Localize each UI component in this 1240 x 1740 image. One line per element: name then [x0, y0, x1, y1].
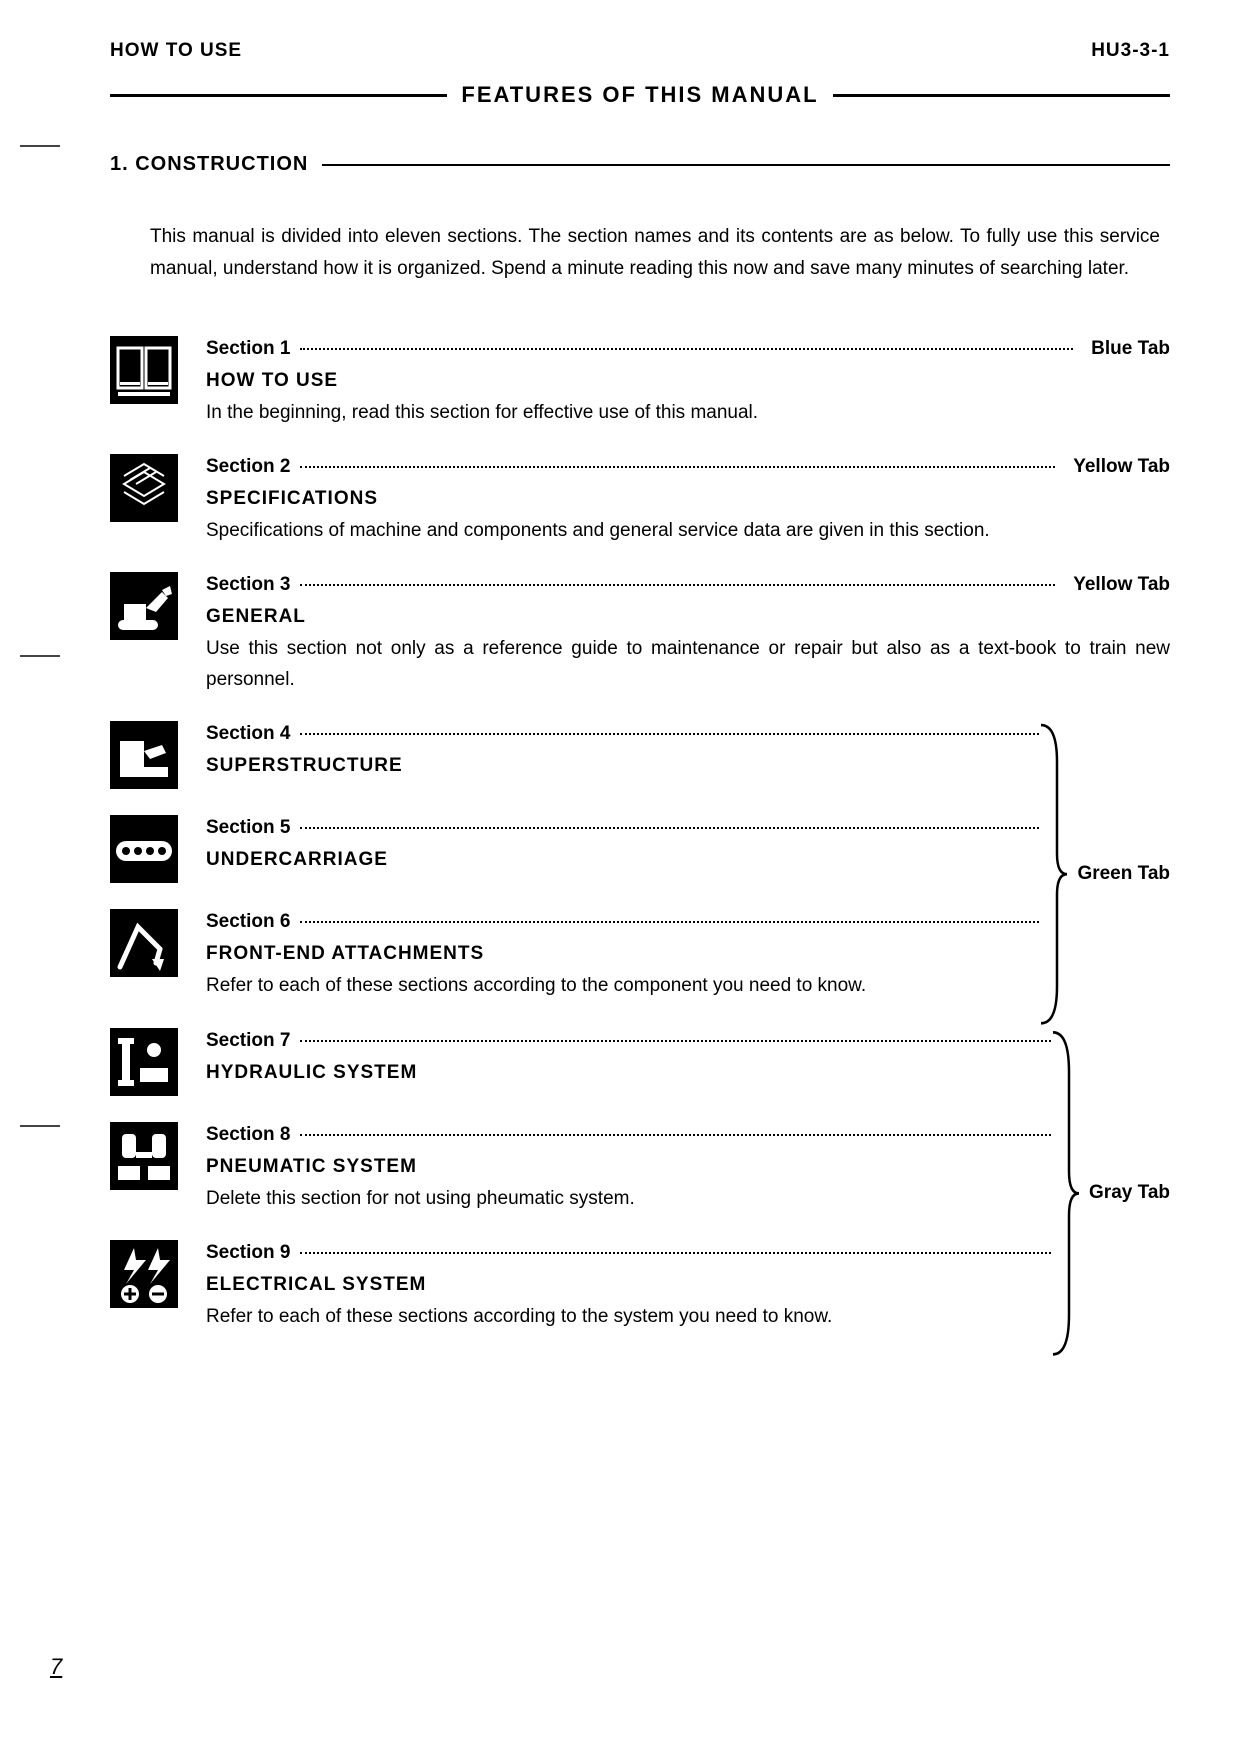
section-title: SUPERSTRUCTURE: [206, 755, 1039, 777]
section-row: Section 4 SUPERSTRUCTURE: [110, 721, 1039, 789]
tab-label: Yellow Tab: [1065, 456, 1170, 478]
page-header: HOW TO USE HU3-3-1: [110, 40, 1170, 62]
section-row: Section 2 Yellow Tab SPECIFICATIONS Spec…: [110, 454, 1170, 546]
section-label: Section 2: [206, 456, 290, 478]
section-desc: Use this section not only as a reference…: [206, 634, 1170, 695]
gray-tab-group: Section 7 HYDRAULIC SYSTEM Section 8 PNE…: [110, 1028, 1170, 1359]
section-row: Section 1 Blue Tab HOW TO USE In the beg…: [110, 336, 1170, 428]
section-title: ELECTRICAL SYSTEM: [206, 1274, 1051, 1296]
electrical-icon: [110, 1240, 178, 1308]
stack-icon: [110, 454, 178, 522]
section-row: Section 7 HYDRAULIC SYSTEM: [110, 1028, 1051, 1096]
section-label: Section 9: [206, 1242, 290, 1264]
section-title: HYDRAULIC SYSTEM: [206, 1062, 1051, 1084]
tab-label: Green Tab: [1077, 863, 1170, 885]
section-title: HOW TO USE: [206, 370, 1170, 392]
arm-icon: [110, 909, 178, 977]
section-title: FRONT-END ATTACHMENTS: [206, 943, 1039, 965]
section-title: GENERAL: [206, 606, 1170, 628]
cab-icon: [110, 721, 178, 789]
tab-label: Gray Tab: [1089, 1182, 1170, 1204]
excavator-icon: [110, 572, 178, 640]
book-icon: [110, 336, 178, 404]
section-label: Section 3: [206, 574, 290, 596]
tab-label: Yellow Tab: [1065, 574, 1170, 596]
section-row: Section 3 Yellow Tab GENERAL Use this se…: [110, 572, 1170, 695]
page-title-rule: FEATURES OF THIS MANUAL: [110, 82, 1170, 108]
section-row: Section 5 UNDERCARRIAGE: [110, 815, 1039, 883]
page-number: 7: [50, 1654, 62, 1680]
construction-heading-rule: 1. CONSTRUCTION: [110, 153, 1170, 176]
section-desc: Delete this section for not using pheuma…: [206, 1184, 1051, 1214]
section-label: Section 1: [206, 338, 290, 360]
section-title: SPECIFICATIONS: [206, 488, 1170, 510]
brace-icon: [1039, 721, 1069, 1027]
construction-heading: 1. CONSTRUCTION: [110, 153, 322, 176]
green-tab-group: Section 4 SUPERSTRUCTURE Section 5 UNDER…: [110, 721, 1170, 1027]
header-left: HOW TO USE: [110, 40, 242, 62]
track-icon: [110, 815, 178, 883]
section-row: Section 6 FRONT-END ATTACHMENTS Refer to…: [110, 909, 1039, 1001]
intro-paragraph: This manual is divided into eleven secti…: [150, 221, 1160, 286]
section-label: Section 8: [206, 1124, 290, 1146]
tab-label: Blue Tab: [1083, 338, 1170, 360]
hydraulic-icon: [110, 1028, 178, 1096]
brace-icon: [1051, 1028, 1081, 1359]
section-desc: Specifications of machine and components…: [206, 516, 1170, 546]
section-title: UNDERCARRIAGE: [206, 849, 1039, 871]
section-row: Section 9 ELECTRICAL SYSTEM Refer to eac…: [110, 1240, 1051, 1332]
section-desc: In the beginning, read this section for …: [206, 398, 1170, 428]
section-desc: Refer to each of these sections accordin…: [206, 1302, 1051, 1332]
pneumatic-icon: [110, 1122, 178, 1190]
section-label: Section 7: [206, 1030, 290, 1052]
section-row: Section 8 PNEUMATIC SYSTEM Delete this s…: [110, 1122, 1051, 1214]
section-desc: Refer to each of these sections accordin…: [206, 971, 1039, 1001]
page-title: FEATURES OF THIS MANUAL: [447, 82, 832, 108]
sections-list: Section 1 Blue Tab HOW TO USE In the beg…: [110, 336, 1170, 1359]
header-right: HU3-3-1: [1091, 40, 1170, 62]
section-title: PNEUMATIC SYSTEM: [206, 1156, 1051, 1178]
section-label: Section 6: [206, 911, 290, 933]
section-label: Section 5: [206, 817, 290, 839]
section-label: Section 4: [206, 723, 290, 745]
